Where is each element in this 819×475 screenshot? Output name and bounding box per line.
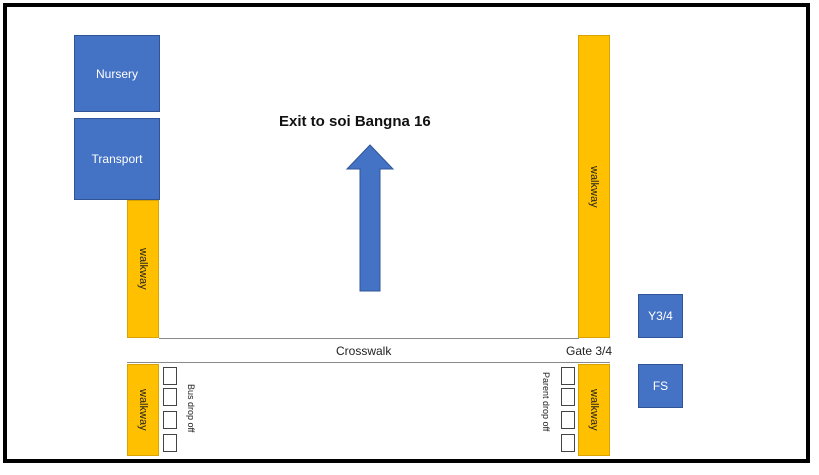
- nursery-label: Nursery: [95, 66, 138, 81]
- walkway-label: walkway: [137, 248, 149, 290]
- road-edge-bottom: [127, 362, 610, 363]
- transport-label: Transport: [91, 152, 143, 166]
- bus-bay: [163, 367, 177, 385]
- walkway-right-lower: walkway: [578, 364, 610, 456]
- walkway-left-lower: walkway: [127, 364, 159, 456]
- walkway-left-upper: walkway: [127, 200, 159, 338]
- parent-dropoff-label: Parent drop off: [541, 372, 551, 432]
- parent-bay: [561, 367, 575, 385]
- bus-bay: [163, 434, 177, 452]
- fs-building: FS: [638, 364, 683, 408]
- road-edge-top: [159, 338, 579, 339]
- y34-building: Y3/4: [638, 294, 683, 338]
- transport-building: Transport: [74, 118, 160, 200]
- gate-label: Gate 3/4: [566, 344, 613, 358]
- crosswalk-label: Crosswalk: [336, 344, 392, 358]
- parent-bay: [561, 411, 575, 429]
- walkway-label: walkway: [588, 165, 600, 208]
- bus-bay: [163, 388, 177, 406]
- walkway-label: walkway: [137, 389, 149, 431]
- bus-bay: [163, 411, 177, 429]
- parent-bay: [561, 388, 575, 406]
- fs-label: FS: [652, 379, 669, 393]
- y34-label: Y3/4: [648, 309, 673, 323]
- walkway-label: walkway: [588, 389, 600, 431]
- nursery-building: Nursery: [74, 35, 160, 112]
- parent-bay: [561, 434, 575, 452]
- arrow-up-icon: [345, 144, 395, 292]
- bus-dropoff-label: Bus drop off: [186, 384, 196, 433]
- walkway-right-upper: walkway: [578, 35, 610, 338]
- exit-title: Exit to soi Bangna 16: [279, 113, 431, 130]
